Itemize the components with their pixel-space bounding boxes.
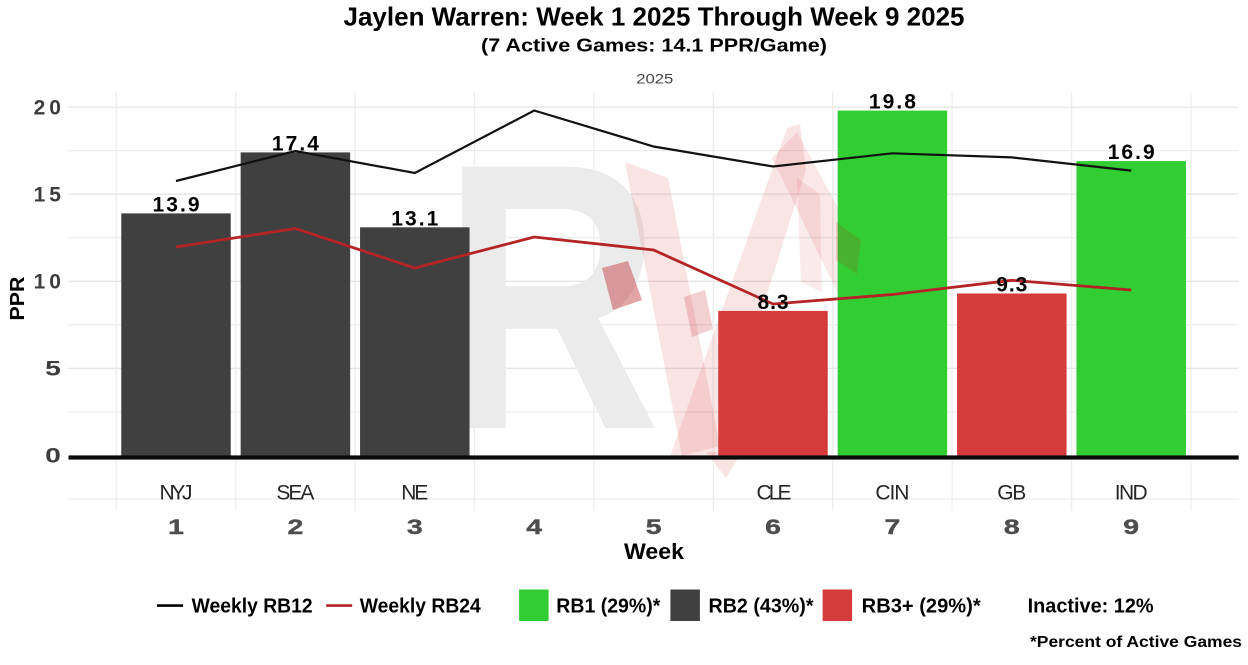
- svg-text:13.1: 13.1: [391, 207, 438, 230]
- svg-text:9: 9: [1123, 515, 1139, 539]
- svg-text:3: 3: [407, 515, 423, 539]
- svg-text:PPR: PPR: [7, 276, 29, 321]
- svg-text:SEA: SEA: [276, 481, 314, 504]
- svg-text:RB1 (29%)*: RB1 (29%)*: [556, 596, 660, 618]
- svg-text:5: 5: [45, 357, 61, 381]
- svg-text:7: 7: [885, 515, 901, 539]
- svg-text:*Percent of Active Games: *Percent of Active Games: [1030, 634, 1242, 651]
- svg-text:16.9: 16.9: [1108, 141, 1155, 164]
- svg-text:IND: IND: [1115, 481, 1148, 504]
- svg-text:4: 4: [526, 515, 542, 539]
- svg-text:Weekly RB24: Weekly RB24: [360, 596, 482, 618]
- svg-text:5: 5: [646, 515, 662, 539]
- svg-text:CLE: CLE: [757, 481, 792, 504]
- svg-text:CIN: CIN: [875, 481, 909, 504]
- svg-text:R: R: [442, 84, 661, 508]
- svg-text:8.3: 8.3: [758, 291, 789, 314]
- svg-text:19.8: 19.8: [869, 91, 916, 114]
- svg-text:2: 2: [288, 515, 304, 539]
- svg-text:2025: 2025: [636, 71, 673, 87]
- svg-text:(7 Active Games: 14.1 PPR/Game: (7 Active Games: 14.1 PPR/Game): [481, 36, 827, 56]
- svg-text:6: 6: [765, 515, 781, 539]
- svg-text:NYJ: NYJ: [160, 481, 193, 504]
- svg-text:Week: Week: [624, 539, 685, 564]
- svg-text:RB3+ (29%)*: RB3+ (29%)*: [862, 596, 981, 618]
- svg-text:NE: NE: [401, 481, 428, 504]
- svg-text:GB: GB: [997, 481, 1026, 504]
- svg-text:9.3: 9.3: [996, 274, 1027, 297]
- svg-text:17.4: 17.4: [272, 132, 319, 155]
- svg-text:8: 8: [1004, 515, 1020, 539]
- svg-text:RB2 (43%)*: RB2 (43%)*: [709, 596, 814, 618]
- svg-text:Inactive: 12%: Inactive: 12%: [1028, 596, 1154, 618]
- svg-text:13.9: 13.9: [153, 193, 200, 216]
- svg-text:0: 0: [45, 444, 61, 468]
- svg-text:Jaylen Warren: Week 1 2025 Thr: Jaylen Warren: Week 1 2025 Through Week …: [344, 2, 965, 32]
- svg-text:1: 1: [168, 515, 184, 539]
- svg-text:Weekly RB12: Weekly RB12: [192, 596, 313, 618]
